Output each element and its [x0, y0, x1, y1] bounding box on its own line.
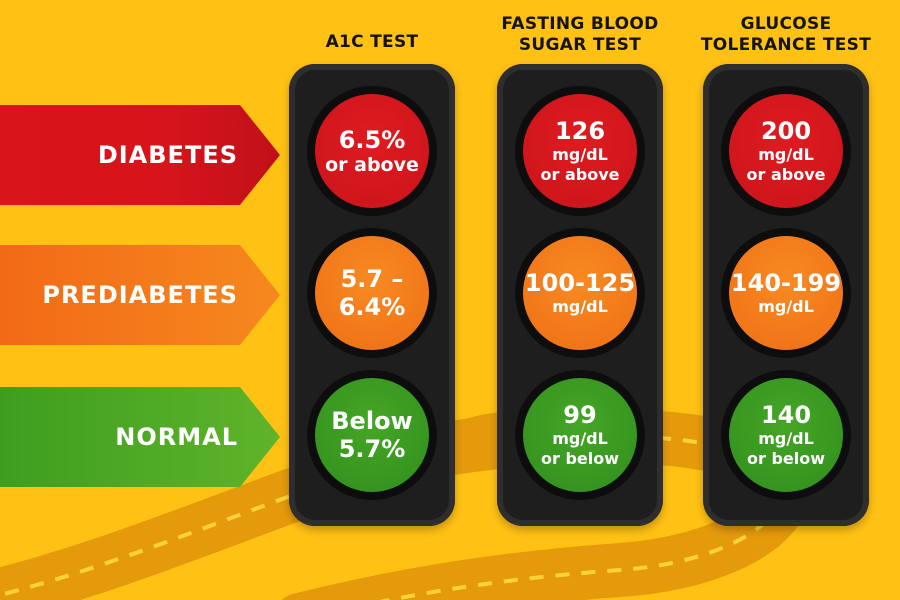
bulb-a1c-prediabetes: 5.7 – 6.4% [307, 228, 437, 358]
lens-fasting-normal: 99 mg/dL or below [523, 378, 637, 492]
lens-a1c-normal: Below 5.7% [315, 378, 429, 492]
header-glucose-tolerance-test: GLUCOSE TOLERANCE TEST [676, 14, 896, 56]
bulb-fasting-normal: 99 mg/dL or below [515, 370, 645, 500]
category-arrow-prediabetes: PREDIABETES [0, 245, 280, 345]
bulb-a1c-diabetes: 6.5% or above [307, 86, 437, 216]
lens-fasting-prediabetes: 100-125 mg/dL [523, 236, 637, 350]
value-a1c-diabetes-1: 6.5% [338, 126, 406, 154]
header-a1c-test: A1C TEST [262, 14, 482, 53]
value-a1c-prediabetes-1: 5.7 – [340, 265, 404, 293]
value-fasting-prediabetes-2: mg/dL [552, 297, 608, 316]
lens-glucose-prediabetes: 140-199 mg/dL [729, 236, 843, 350]
traffic-light-glucose: 200 mg/dL or above 140-199 mg/dL 140 mg/… [703, 64, 869, 526]
value-fasting-diabetes-2: mg/dL [552, 145, 608, 164]
value-glucose-diabetes-2: mg/dL [758, 145, 814, 164]
value-a1c-diabetes-2: or above [325, 154, 419, 176]
bulb-glucose-prediabetes: 140-199 mg/dL [721, 228, 851, 358]
traffic-light-fasting: 126 mg/dL or above 100-125 mg/dL 99 mg/d… [497, 64, 663, 526]
value-a1c-normal-1: Below [331, 407, 413, 435]
lens-fasting-diabetes: 126 mg/dL or above [523, 94, 637, 208]
value-a1c-normal-2: 5.7% [338, 435, 406, 463]
lens-glucose-diabetes: 200 mg/dL or above [729, 94, 843, 208]
value-glucose-prediabetes-1: 140-199 [730, 269, 842, 297]
header-fasting-line1: FASTING BLOOD [501, 14, 659, 34]
value-glucose-normal-1: 140 [760, 401, 812, 429]
header-fasting-line2: SUGAR TEST [518, 35, 642, 55]
category-label-diabetes: DIABETES [97, 141, 238, 169]
header-fasting-blood-sugar-test: FASTING BLOOD SUGAR TEST [470, 14, 690, 56]
bulb-glucose-normal: 140 mg/dL or below [721, 370, 851, 500]
category-label-normal: NORMAL [115, 423, 238, 451]
value-glucose-normal-3: or below [746, 449, 825, 468]
lens-glucose-normal: 140 mg/dL or below [729, 378, 843, 492]
value-a1c-prediabetes-2: 6.4% [338, 293, 406, 321]
value-fasting-normal-3: or below [540, 449, 619, 468]
value-glucose-diabetes-1: 200 [760, 117, 812, 145]
lens-a1c-diabetes: 6.5% or above [315, 94, 429, 208]
category-arrow-diabetes: DIABETES [0, 105, 280, 205]
value-fasting-diabetes-1: 126 [554, 117, 606, 145]
bulb-glucose-diabetes: 200 mg/dL or above [721, 86, 851, 216]
lens-a1c-prediabetes: 5.7 – 6.4% [315, 236, 429, 350]
value-fasting-normal-2: mg/dL [552, 429, 608, 448]
traffic-light-a1c: 6.5% or above 5.7 – 6.4% Below 5.7% [289, 64, 455, 526]
value-fasting-diabetes-3: or above [540, 165, 620, 184]
header-a1c-line1: A1C TEST [325, 32, 419, 52]
bulb-fasting-diabetes: 126 mg/dL or above [515, 86, 645, 216]
bulb-fasting-prediabetes: 100-125 mg/dL [515, 228, 645, 358]
category-label-prediabetes: PREDIABETES [42, 281, 238, 309]
header-glucose-line2: TOLERANCE TEST [700, 35, 872, 55]
category-arrow-normal: NORMAL [0, 387, 280, 487]
value-glucose-normal-2: mg/dL [758, 429, 814, 448]
value-glucose-prediabetes-2: mg/dL [758, 297, 814, 316]
header-glucose-line1: GLUCOSE [740, 14, 832, 34]
value-glucose-diabetes-3: or above [746, 165, 826, 184]
value-fasting-normal-1: 99 [563, 401, 597, 429]
value-fasting-prediabetes-1: 100-125 [524, 269, 636, 297]
bulb-a1c-normal: Below 5.7% [307, 370, 437, 500]
